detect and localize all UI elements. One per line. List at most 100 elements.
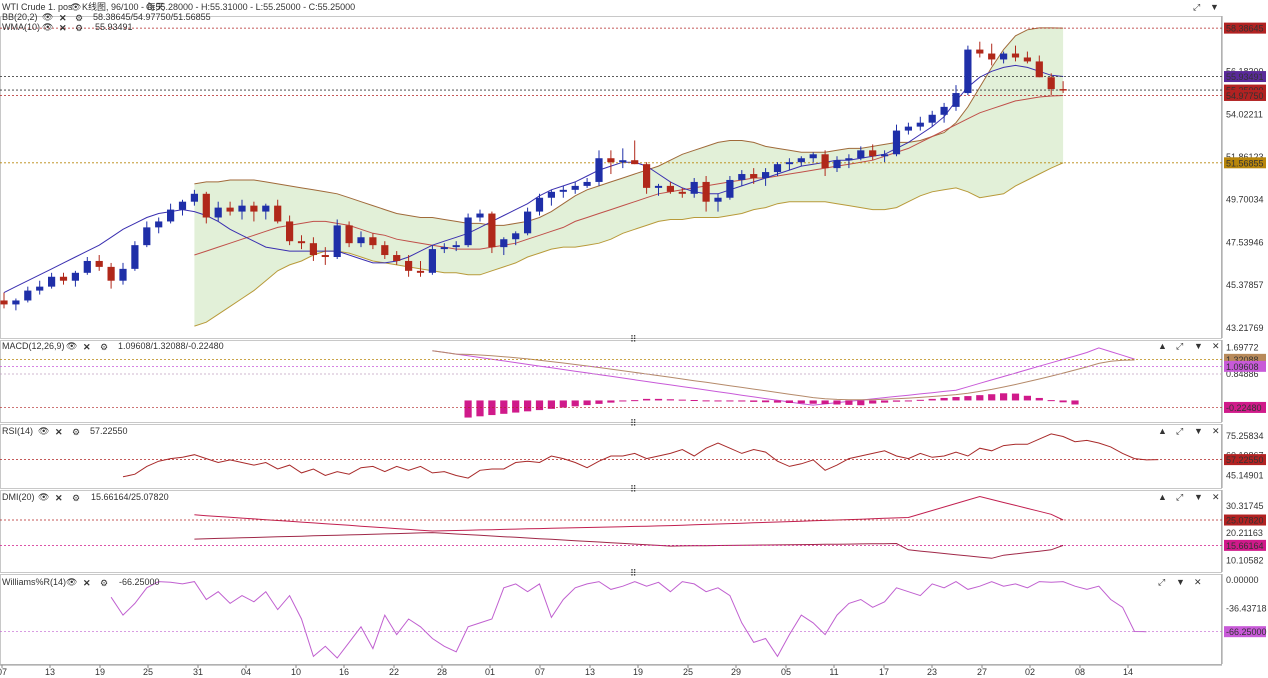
dmi-y-tick-label: 30.31745: [1226, 501, 1264, 511]
wr-y-tick-label: -36.43718: [1226, 603, 1267, 613]
dmi-panel: 30.31745 20.21163 10.10582 25.07820 15.66164: [0, 490, 1266, 573]
candle-body: [226, 207, 234, 212]
move-up-icon[interactable]: ▲: [1158, 341, 1167, 351]
wr-tag: [1224, 626, 1266, 638]
candle-body: [1047, 77, 1055, 90]
candle-body: [547, 191, 555, 198]
gear-icon[interactable]: ⚙: [75, 13, 83, 23]
rsi-tag: [1224, 454, 1266, 466]
candle-body: [357, 237, 365, 244]
x-tick-label: 22: [389, 667, 399, 677]
rsi-y-tick-label: 45.14901: [1226, 470, 1264, 480]
move-down-icon[interactable]: ▼: [1194, 492, 1203, 502]
candle-body: [393, 255, 401, 261]
close-panel-icon[interactable]: ✕: [1212, 426, 1220, 436]
macd-histogram-bar: [1011, 393, 1020, 401]
panel-resize-handle[interactable]: ⠿: [630, 484, 637, 494]
move-up-icon[interactable]: ▲: [1158, 492, 1167, 502]
close-icon[interactable]: ✕: [83, 342, 91, 352]
macd-tag-label: 1.09608: [1226, 362, 1259, 372]
macd-histogram-bar: [559, 400, 567, 408]
move-down-icon[interactable]: ▼: [1210, 2, 1219, 12]
candle-body: [405, 260, 413, 271]
candle-body: [643, 164, 651, 188]
candle-body: [476, 213, 484, 218]
wma-line: [3, 64, 1064, 294]
close-icon[interactable]: ✕: [55, 427, 63, 437]
x-tick-label: 23: [927, 667, 937, 677]
panel-resize-handle[interactable]: ⠿: [630, 568, 637, 578]
close-icon[interactable]: ✕: [83, 578, 91, 588]
panel-resize-handle[interactable]: ⠿: [630, 418, 637, 428]
macd-histogram-bar: [881, 400, 889, 403]
candle-body: [785, 162, 793, 165]
macd-histogram-bar: [678, 399, 686, 401]
eye-icon[interactable]: 👁: [38, 426, 49, 436]
gear-icon[interactable]: ⚙: [100, 578, 108, 588]
maximize-icon[interactable]: ⤢: [1175, 341, 1183, 351]
close-panel-icon[interactable]: ✕: [1194, 577, 1202, 587]
move-up-icon[interactable]: ▲: [1158, 426, 1167, 436]
maximize-icon[interactable]: ⤢: [1175, 426, 1183, 436]
move-down-icon[interactable]: ▼: [1194, 426, 1203, 436]
candle-body: [1059, 89, 1067, 91]
close-icon[interactable]: ✕: [59, 23, 67, 33]
candle-body: [0, 300, 8, 305]
candle-body: [916, 122, 924, 127]
candle-body: [36, 286, 44, 291]
candle-body: [262, 205, 270, 212]
macd-frame: [0, 340, 1222, 423]
candle-body: [452, 245, 460, 248]
candle-body: [202, 193, 210, 218]
ohlc-readout: O:55.28000 - H:55.31000 - L:55.25000 - C…: [146, 2, 355, 12]
move-down-icon[interactable]: ▼: [1194, 341, 1203, 351]
candle-body: [964, 49, 972, 94]
candle-body: [440, 247, 448, 250]
candle-body: [702, 181, 710, 202]
gear-icon[interactable]: ⚙: [72, 427, 80, 437]
candle-body: [524, 211, 532, 234]
close-icon[interactable]: ✕: [59, 13, 67, 23]
eye-icon[interactable]: 👁: [66, 577, 77, 587]
x-tick-label: 19: [95, 667, 105, 677]
macd-histogram-bar: [904, 400, 912, 402]
eye-icon[interactable]: 👁: [38, 492, 49, 502]
candle-body: [12, 300, 20, 305]
macd-histogram-bar: [1000, 393, 1008, 401]
candle-body: [428, 249, 436, 273]
eye-icon[interactable]: 👁: [66, 341, 77, 351]
price-tag: [1224, 89, 1266, 101]
maximize-icon[interactable]: ⤢: [1157, 577, 1165, 587]
eye-icon[interactable]: 👁: [42, 12, 53, 22]
macd-histogram-bar: [464, 400, 472, 418]
candle-body: [214, 207, 222, 218]
main-y-tick-label: 43.21769: [1226, 323, 1264, 333]
gear-icon[interactable]: ⚙: [100, 342, 108, 352]
close-panel-icon[interactable]: ✕: [1212, 492, 1220, 502]
gear-icon[interactable]: ⚙: [75, 23, 83, 33]
candle-body: [1023, 57, 1031, 62]
main-y-tick-label: 49.70034: [1226, 195, 1264, 205]
candle-body: [1000, 53, 1008, 60]
candle-body: [309, 243, 317, 256]
close-icon[interactable]: ✕: [55, 493, 63, 503]
maximize-icon[interactable]: ⤢: [1175, 492, 1183, 502]
candle-body: [178, 201, 187, 210]
move-down-icon[interactable]: ▼: [1176, 577, 1185, 587]
candle-body: [631, 160, 639, 165]
candle-body: [238, 205, 246, 212]
x-tick-label: 27: [977, 667, 987, 677]
eye-icon[interactable]: 👁: [70, 2, 81, 12]
panel-resize-handle[interactable]: ⠿: [630, 334, 637, 344]
candle-body: [119, 268, 127, 281]
candle-body: [107, 266, 115, 281]
eye-icon[interactable]: 👁: [42, 22, 53, 32]
rsi-line: [122, 433, 1159, 479]
gear-icon[interactable]: ⚙: [72, 493, 80, 503]
candle-body: [976, 49, 984, 54]
macd-histogram-bar: [512, 400, 520, 413]
maximize-icon[interactable]: ⤢: [1192, 2, 1200, 12]
close-panel-icon[interactable]: ✕: [1212, 341, 1220, 351]
bb-label: BB(20,2): [2, 12, 38, 22]
x-tick-label: 25: [683, 667, 693, 677]
